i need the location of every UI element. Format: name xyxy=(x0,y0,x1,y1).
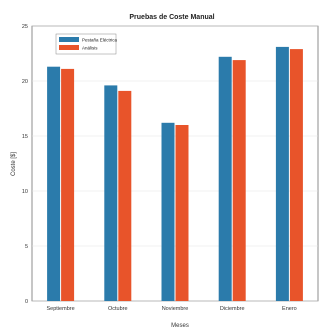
y-tick-label: 20 xyxy=(22,79,28,85)
x-tick-label: Noviembre xyxy=(162,306,189,312)
grid xyxy=(32,25,318,302)
bar-2 xyxy=(232,60,246,301)
x-tick-label: Septiembre xyxy=(47,306,75,312)
bar-1 xyxy=(47,66,61,301)
bar-1 xyxy=(218,56,232,301)
legend-swatch-2 xyxy=(59,45,79,50)
bar-2 xyxy=(175,125,189,301)
bars xyxy=(47,46,303,302)
x-tick-labels: Septiembre Octubre Noviembre Diciembre Enero xyxy=(47,306,297,312)
chart-title: Pruebas de Coste Manual xyxy=(129,14,214,21)
y-tick-label: 10 xyxy=(22,189,28,195)
bar-2 xyxy=(289,49,303,301)
bar-1 xyxy=(161,122,175,301)
x-tick-label: Diciembre xyxy=(220,306,245,312)
x-axis-label: Meses xyxy=(171,323,189,329)
y-tick-label: 15 xyxy=(22,134,28,140)
y-tick-label: 25 xyxy=(22,24,28,30)
legend-label-1: Pestaña Eléctrica xyxy=(82,38,118,43)
y-axis-label: Coste [$] xyxy=(11,152,17,176)
y-tick-label: 0 xyxy=(25,299,28,305)
bar-1 xyxy=(275,46,289,302)
y-tick-labels: 0 5 10 15 20 25 xyxy=(22,24,28,305)
plot-area xyxy=(31,25,319,302)
y-tick-label: 5 xyxy=(25,244,28,250)
x-tick-label: Enero xyxy=(282,306,297,312)
bar-2 xyxy=(118,90,132,302)
bar-2 xyxy=(61,68,75,302)
x-tick-label: Octubre xyxy=(108,306,128,312)
bar-1 xyxy=(104,85,118,302)
legend: Pestaña Eléctrica Análisis xyxy=(55,33,118,55)
legend-label-2: Análisis xyxy=(82,46,98,51)
legend-swatch-1 xyxy=(59,37,79,42)
